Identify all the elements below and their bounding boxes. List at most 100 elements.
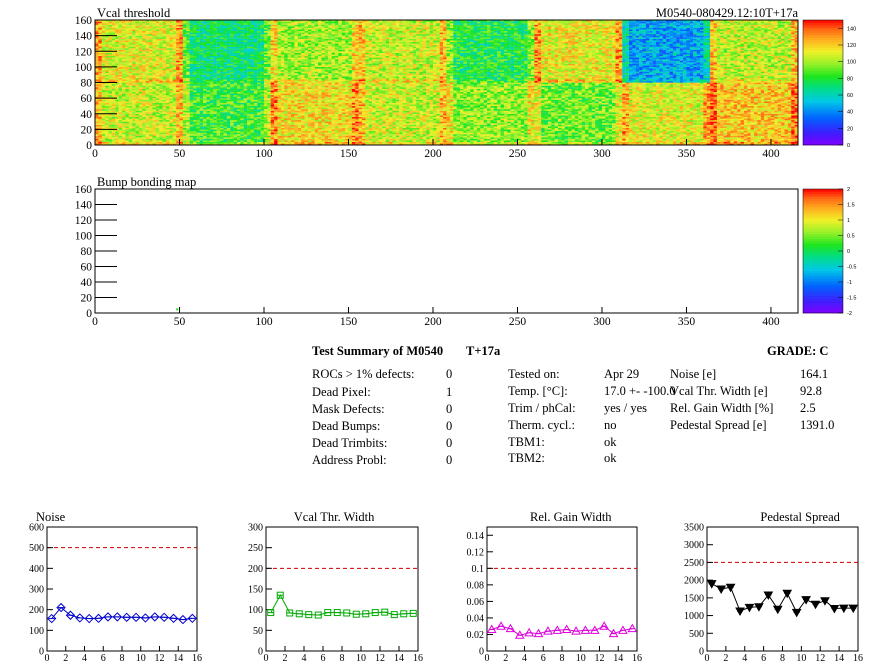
color-scale-band (803, 275, 843, 279)
color-scale-band (803, 310, 843, 314)
color-scale-band (803, 120, 843, 123)
color-scale-band (803, 105, 843, 108)
data-point (168, 613, 179, 624)
plot-frame (486, 526, 638, 652)
x-tick-label: 6 (321, 653, 326, 664)
color-scale-band (803, 52, 843, 56)
x-tick-label: 250 (509, 148, 527, 160)
color-scale-band (803, 260, 843, 264)
data-point (820, 597, 830, 606)
x-tick-label: 150 (340, 316, 358, 328)
color-scale-label: 0.5 (847, 234, 855, 240)
y-tick-label: 0.12 (467, 547, 485, 558)
y-tick-label: 200 (29, 605, 44, 616)
plot-title: Pedestal Spread (760, 510, 840, 524)
color-scale: 0 20 40 60 80 100 120 140 (802, 19, 856, 149)
data-point (589, 625, 600, 634)
y-tick-label: 3000 (684, 540, 704, 551)
data-point (159, 612, 169, 623)
data-point (725, 583, 736, 593)
color-scale-band (803, 251, 843, 254)
color-scale-band (803, 67, 843, 71)
x-tick-label: 0 (92, 148, 98, 160)
data-point (286, 609, 294, 617)
color-scale-label: -1.5 (847, 296, 856, 302)
x-tick-label: 16 (853, 653, 863, 664)
summary-label: Dead Pixel: (312, 385, 371, 399)
color-scale-band (803, 270, 843, 274)
color-scale-band (803, 62, 843, 66)
map-panel-0: Vcal threshold M0540-080429.12:10T+17a 0 20… (75, 6, 856, 160)
y-tick-label: 0.14 (467, 531, 485, 542)
data-point (533, 628, 544, 638)
color-scale-band (803, 60, 843, 63)
y-tick-label: 500 (689, 629, 704, 640)
data-point (571, 626, 581, 635)
data-point (56, 602, 66, 613)
data-point (514, 630, 525, 639)
y-tick-label: 400 (29, 564, 44, 575)
color-scale-label: 80 (847, 76, 853, 82)
y-tick-label: 0.04 (467, 613, 485, 624)
color-scale-band (803, 255, 843, 259)
data-point (627, 623, 638, 633)
plot-title: Rel. Gain Width (530, 510, 612, 524)
color-scale-band (803, 117, 843, 121)
map-title: Bump bonding map (97, 175, 196, 189)
x-tick-label: 6 (101, 653, 106, 664)
summary-label: TBM1: (508, 435, 545, 449)
x-tick-label: 6 (541, 653, 546, 664)
summary-value: 164.1 (800, 367, 829, 381)
data-point (543, 626, 553, 635)
color-scale-band (803, 206, 843, 210)
map-frame (94, 188, 799, 314)
x-tick-label: 50 (174, 148, 186, 160)
color-scale-band (803, 100, 843, 103)
color-scale-label: -0.5 (847, 265, 856, 271)
summary-value: ok (604, 451, 617, 465)
color-scale-band (803, 20, 843, 23)
color-scale-band (803, 258, 843, 262)
roc-summary-plot-2: Rel. Gain Width 0 0.02 0.04 0.06 0.08 0.1 0.12 0… (467, 510, 643, 664)
summary-value: yes / yes (604, 401, 648, 415)
color-scale-band (803, 273, 843, 277)
x-tick-label: 6 (761, 653, 766, 664)
data-point (276, 591, 284, 599)
color-scale-band (803, 191, 843, 195)
x-tick-label: 400 (762, 148, 780, 160)
color-scale-band (803, 130, 843, 133)
color-scale-band (803, 132, 843, 136)
y-tick-label: 160 (75, 15, 93, 27)
color-scale-label: -2 (847, 311, 852, 317)
y-tick-label: 0.08 (467, 580, 485, 591)
color-scale-band (803, 37, 843, 41)
summary-label: Vcal Thr. Width [e] (670, 384, 768, 398)
plot-title: Vcal Thr. Width (294, 510, 375, 524)
color-scale-band (803, 211, 843, 215)
bump-map-point (176, 308, 179, 311)
x-tick-label: 2 (283, 653, 288, 664)
x-tick-label: 0 (45, 653, 50, 664)
color-scale-label: 120 (847, 43, 856, 49)
summary-value: 0 (446, 367, 453, 381)
y-tick-label: 3500 (684, 523, 704, 534)
color-scale-label: 0 (847, 143, 850, 149)
data-point (333, 609, 341, 617)
x-tick-label: 8 (560, 653, 565, 664)
data-point (763, 591, 774, 601)
x-tick-label: 250 (509, 316, 527, 328)
series-line (711, 583, 854, 614)
color-scale-label: 40 (847, 110, 853, 116)
x-tick-label: 4 (82, 653, 87, 664)
color-scale-band (803, 30, 843, 33)
y-tick-label: 300 (29, 585, 44, 596)
color-scale-band (803, 223, 843, 227)
color-scale-band (803, 295, 843, 299)
grade-label: GRADE: C (767, 344, 829, 358)
series-line (51, 606, 193, 621)
color-scale-band (803, 298, 843, 301)
x-tick-label: 10 (576, 653, 586, 664)
summary-label: Address Probl: (312, 453, 387, 467)
data-point (381, 608, 389, 616)
summary-value: 0 (446, 453, 453, 467)
